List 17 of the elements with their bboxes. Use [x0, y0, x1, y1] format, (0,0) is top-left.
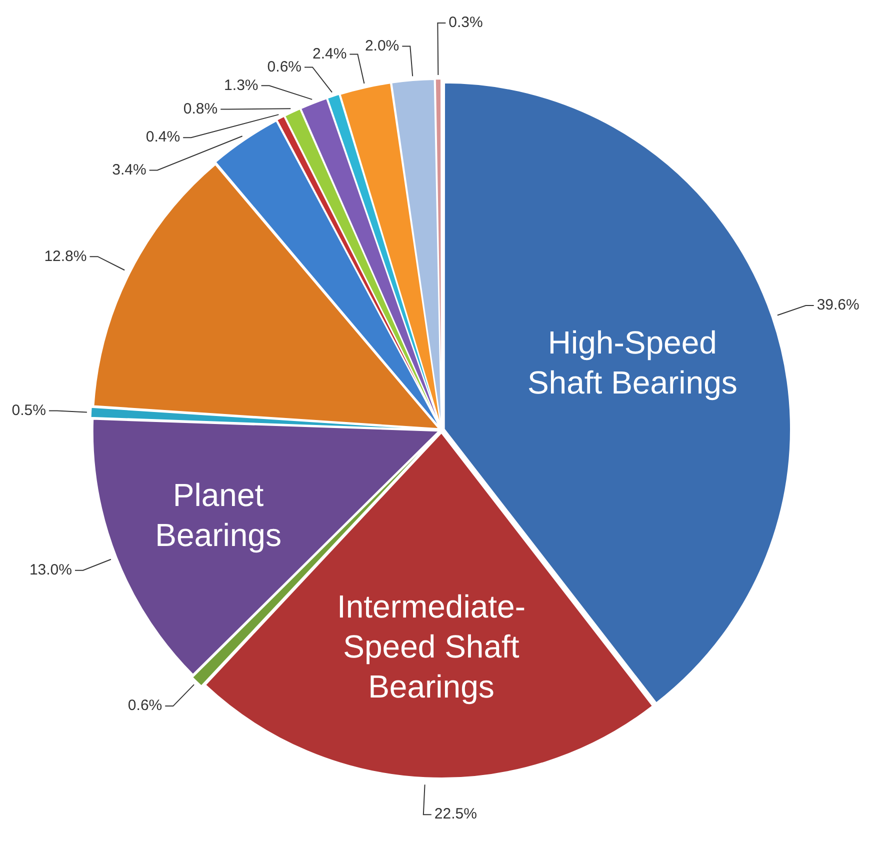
data-label: 2.4% [312, 45, 347, 62]
data-label: 12.8% [44, 248, 87, 265]
data-label: 22.5% [434, 806, 477, 823]
data-label: 13.0% [29, 561, 72, 578]
data-label: 39.6% [816, 296, 860, 314]
data-label: 1.3% [224, 76, 258, 94]
data-label: 0.4% [146, 128, 180, 146]
data-label: 0.6% [267, 58, 302, 76]
data-label: 3.4% [112, 161, 146, 178]
data-label: 0.6% [128, 697, 162, 714]
slice-label: Planet Bearings [155, 477, 282, 554]
slice-label: High-Speed Shaft Bearings [527, 324, 738, 401]
data-label: 0.8% [183, 100, 218, 118]
data-label: 2.0% [364, 37, 400, 54]
data-label: 0.3% [448, 14, 483, 32]
slice-label: Intermediate-Speed Shaft Bearings [336, 588, 526, 705]
data-label: 0.5% [12, 402, 46, 419]
